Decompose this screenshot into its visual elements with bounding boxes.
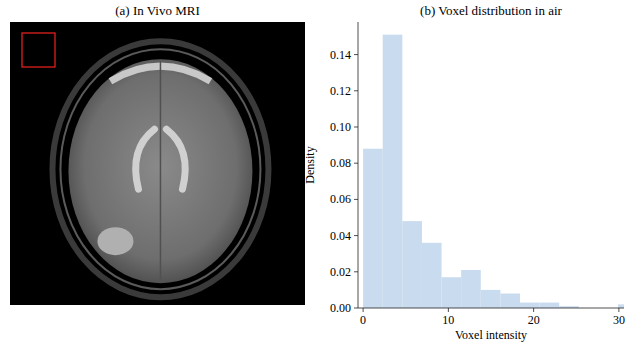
panel-title: (a) In Vivo MRI — [115, 3, 200, 18]
panel-title: (b) Voxel distribution in air — [420, 3, 562, 18]
midline — [160, 61, 162, 279]
x-axis-title: Voxel intensity — [455, 328, 527, 342]
y-tick-label: 0.10 — [330, 120, 351, 134]
y-axis — [358, 22, 359, 308]
brain — [68, 59, 252, 283]
x-tick — [618, 308, 619, 312]
y-tick-label: 0.00 — [330, 301, 351, 315]
histogram-bar — [383, 35, 403, 308]
mri-panel — [10, 22, 305, 305]
y-tick — [354, 235, 358, 236]
y-tick-label: 0.08 — [330, 156, 351, 170]
skull — [60, 49, 260, 289]
x-tick-label: 20 — [528, 313, 540, 327]
x-axis — [358, 308, 624, 309]
y-tick-label: 0.06 — [330, 192, 351, 206]
x-tick — [448, 308, 449, 312]
y-tick — [354, 126, 358, 127]
histogram-bar — [363, 149, 383, 308]
y-tick-label: 0.04 — [330, 229, 351, 243]
y-tick — [354, 163, 358, 164]
image-background — [10, 22, 305, 305]
y-tick-label: 0.12 — [330, 84, 351, 98]
air-roi — [22, 33, 55, 67]
y-tick — [354, 90, 358, 91]
ventricle-left — [136, 129, 155, 189]
histogram-bar — [442, 277, 462, 308]
histogram-bar — [481, 290, 501, 308]
y-axis-title: Density — [303, 146, 317, 183]
scalp — [52, 41, 268, 297]
histogram-bar — [461, 270, 481, 308]
histogram-bar — [540, 303, 560, 308]
x-tick-label: 10 — [442, 313, 454, 327]
figure: (a) In Vivo MRI (b) Voxel distribution in… — [0, 0, 643, 345]
ventricle-right — [166, 129, 185, 189]
y-tick-label: 0.14 — [330, 48, 351, 62]
histogram-bar — [422, 243, 442, 308]
x-tick — [533, 308, 534, 312]
histogram-bar — [402, 221, 422, 308]
histogram-bar — [500, 294, 520, 308]
y-tick — [354, 308, 358, 309]
histogram-bar — [618, 304, 624, 308]
x-tick-label: 0 — [360, 313, 366, 327]
lesion-bright — [97, 227, 133, 255]
y-tick — [354, 54, 358, 55]
y-tick — [354, 199, 358, 200]
y-tick-label: 0.02 — [330, 265, 351, 279]
y-tick — [354, 271, 358, 272]
x-tick-label: 30 — [613, 313, 625, 327]
bars — [363, 35, 624, 308]
x-tick — [363, 308, 364, 312]
histogram-bar — [520, 303, 540, 308]
